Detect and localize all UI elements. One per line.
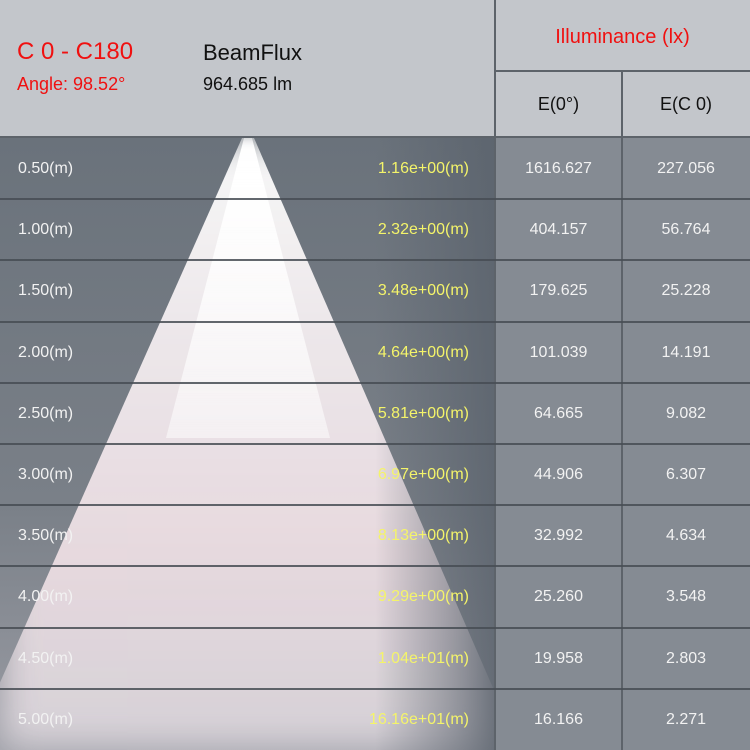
divider <box>621 71 623 750</box>
column-header-ec0: E(C 0) <box>659 94 712 114</box>
distance: 0.50(m) <box>18 160 74 177</box>
beam-diameter: 16.16e+01(m) <box>368 710 469 728</box>
beam-diameter: 9.29e+00(m) <box>377 588 469 606</box>
beam-diameter: 1.16e+00(m) <box>377 160 469 177</box>
illuminance-title: Illuminance (lx) <box>555 26 690 48</box>
table-row: 3.50(m) 8.13e+00(m) 32.992 4.634 <box>0 505 750 566</box>
illuminance-e0: 16.166 <box>534 710 583 728</box>
table-header: C 0 - C180 Angle: 98.52° BeamFlux 964.68… <box>0 0 750 138</box>
beamflux-label: BeamFlux <box>203 40 303 65</box>
row-divider <box>0 320 750 323</box>
distance: 2.50(m) <box>18 404 74 422</box>
row-divider <box>0 687 750 690</box>
beam-diameter: 3.48e+00(m) <box>377 282 469 300</box>
table-row: 1.50(m) 3.48e+00(m) 179.625 25.228 <box>0 260 750 321</box>
table-row: 4.00(m) 9.29e+00(m) 25.260 3.548 <box>0 566 750 627</box>
beam-diameter: 6.97e+00(m) <box>377 466 469 483</box>
distance: 3.00(m) <box>18 466 74 483</box>
distance: 1.00(m) <box>18 221 74 239</box>
illuminance-ec0: 9.082 <box>665 404 707 422</box>
illuminance-e0: 179.625 <box>529 282 588 300</box>
table-row: 0.50(m) 1.16e+00(m) 1616.627 227.056 <box>0 138 750 199</box>
illuminance-ec0: 4.634 <box>665 527 707 545</box>
plane-label: C 0 - C180 <box>17 38 134 65</box>
illuminance-e0: 1616.627 <box>525 160 592 177</box>
illuminance-ec0: 2.271 <box>665 710 707 728</box>
divider <box>495 70 750 72</box>
illuminance-ec0: 6.307 <box>665 466 707 483</box>
distance: 5.00(m) <box>18 710 74 728</box>
column-header-e0: E(0°) <box>537 94 580 114</box>
row-divider <box>0 565 750 568</box>
divider <box>494 0 496 750</box>
illuminance-ec0: 3.548 <box>665 588 707 606</box>
row-divider <box>0 443 750 445</box>
table-row: 1.00(m) 2.32e+00(m) 404.157 56.764 <box>0 199 750 260</box>
illuminance-e0: 32.992 <box>534 527 583 545</box>
row-divider <box>0 381 750 384</box>
illuminance-ec0: 14.191 <box>661 343 711 361</box>
angle-label: Angle: 98.52° <box>17 74 126 94</box>
distance: 4.50(m) <box>18 649 74 667</box>
table-row: 4.50(m) 1.04e+01(m) 19.958 2.803 <box>0 628 750 689</box>
illuminance-ec0: 56.764 <box>661 221 711 239</box>
row-divider <box>0 626 750 629</box>
distance: 3.50(m) <box>18 527 74 545</box>
beam-diameter: 4.64e+00(m) <box>377 343 469 361</box>
illuminance-ec0: 2.803 <box>665 649 707 667</box>
illuminance-ec0: 227.056 <box>657 160 715 177</box>
illuminance-e0: 19.958 <box>534 649 583 667</box>
beam-diameter: 1.04e+01(m) <box>377 649 469 667</box>
illuminance-ec0: 25.228 <box>661 282 711 300</box>
table-row: 3.00(m) 6.97e+00(m) 44.906 6.307 <box>0 444 750 505</box>
illuminance-e0: 25.260 <box>534 588 583 606</box>
table-row: 2.50(m) 5.81e+00(m) 64.665 9.082 <box>0 383 750 444</box>
distance: 1.50(m) <box>18 282 74 300</box>
table-row: 2.00(m) 4.64e+00(m) 101.039 14.191 <box>0 322 750 383</box>
illuminance-e0: 64.665 <box>534 404 583 422</box>
row-divider <box>0 198 750 201</box>
table-row: 5.00(m) 16.16e+01(m) 16.166 2.271 <box>0 689 750 750</box>
distance: 2.00(m) <box>18 343 74 361</box>
distance: 4.00(m) <box>18 588 74 606</box>
illuminance-e0: 101.039 <box>529 343 588 361</box>
illuminance-e0: 404.157 <box>529 221 588 239</box>
beamflux-value: 964.685 lm <box>203 74 293 94</box>
beam-diameter: 2.32e+00(m) <box>377 221 469 239</box>
illuminance-e0: 44.906 <box>534 466 583 483</box>
beam-diameter: 5.81e+00(m) <box>377 404 469 422</box>
row-divider <box>0 259 750 262</box>
row-divider <box>0 504 750 507</box>
beam-diameter: 8.13e+00(m) <box>377 527 469 545</box>
